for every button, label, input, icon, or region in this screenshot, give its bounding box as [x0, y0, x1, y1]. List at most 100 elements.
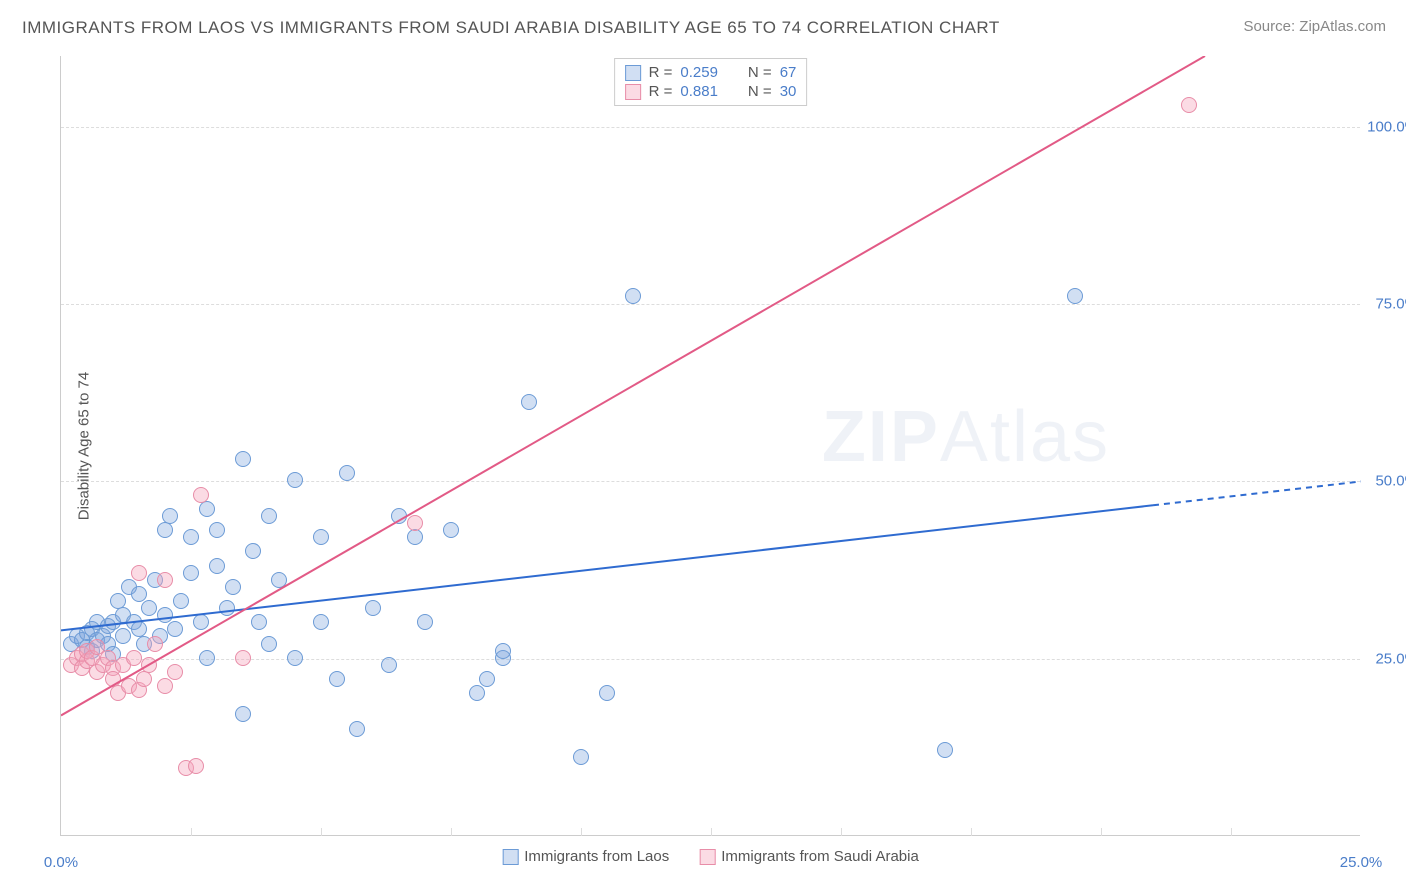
- data-point: [157, 607, 173, 623]
- data-point: [391, 508, 407, 524]
- n-value: 67: [780, 64, 797, 81]
- data-point: [1181, 97, 1197, 113]
- data-point: [245, 543, 261, 559]
- stats-legend-row: R = 0.259 N = 67: [625, 63, 797, 82]
- r-label: R =: [649, 83, 673, 100]
- data-point: [141, 600, 157, 616]
- data-point: [261, 508, 277, 524]
- data-point: [183, 529, 199, 545]
- data-point: [417, 614, 433, 630]
- data-point: [173, 593, 189, 609]
- data-point: [193, 614, 209, 630]
- legend-swatch-icon: [625, 65, 641, 81]
- r-value: 0.881: [680, 83, 718, 100]
- data-point: [381, 657, 397, 673]
- watermark-text: ZIPAtlas: [822, 396, 1110, 478]
- data-point: [225, 579, 241, 595]
- data-point: [469, 685, 485, 701]
- data-point: [193, 487, 209, 503]
- x-minor-tick: [1231, 828, 1232, 836]
- data-point: [167, 621, 183, 637]
- y-tick-label: 75.0%: [1364, 296, 1406, 313]
- data-point: [313, 614, 329, 630]
- data-point: [495, 643, 511, 659]
- data-point: [407, 515, 423, 531]
- n-value: 30: [780, 83, 797, 100]
- data-point: [219, 600, 235, 616]
- series-legend-item: Immigrants from Saudi Arabia: [699, 848, 919, 865]
- x-minor-tick: [451, 828, 452, 836]
- n-label: N =: [748, 64, 772, 81]
- gridline-h: [61, 659, 1360, 660]
- data-point: [313, 529, 329, 545]
- data-point: [126, 650, 142, 666]
- data-point: [365, 600, 381, 616]
- data-point: [625, 288, 641, 304]
- x-minor-tick: [841, 828, 842, 836]
- gridline-h: [61, 481, 1360, 482]
- data-point: [1067, 288, 1083, 304]
- x-minor-tick: [321, 828, 322, 836]
- x-minor-tick: [581, 828, 582, 836]
- stats-legend: R = 0.259 N = 67 R = 0.881 N = 30: [614, 58, 808, 106]
- data-point: [188, 758, 204, 774]
- data-point: [157, 678, 173, 694]
- data-point: [339, 465, 355, 481]
- data-point: [157, 572, 173, 588]
- data-point: [251, 614, 267, 630]
- series-label: Immigrants from Laos: [524, 848, 669, 865]
- data-point: [479, 671, 495, 687]
- y-tick-label: 100.0%: [1364, 118, 1406, 135]
- r-label: R =: [649, 64, 673, 81]
- data-point: [199, 501, 215, 517]
- data-point: [599, 685, 615, 701]
- x-minor-tick: [711, 828, 712, 836]
- data-point: [167, 664, 183, 680]
- data-point: [235, 706, 251, 722]
- data-point: [115, 628, 131, 644]
- data-point: [407, 529, 423, 545]
- data-point: [162, 508, 178, 524]
- source-attribution: Source: ZipAtlas.com: [1243, 18, 1386, 35]
- x-minor-tick: [971, 828, 972, 836]
- scatter-plot: ZIPAtlas R =0.259N =67R =0.881N =30 Immi…: [60, 56, 1360, 836]
- data-point: [131, 565, 147, 581]
- data-point: [131, 586, 147, 602]
- stats-legend-row: R = 0.881 N = 30: [625, 82, 797, 101]
- y-tick-label: 25.0%: [1364, 650, 1406, 667]
- data-point: [937, 742, 953, 758]
- data-point: [287, 650, 303, 666]
- trend-lines: [61, 56, 1361, 836]
- data-point: [349, 721, 365, 737]
- legend-swatch-icon: [502, 849, 518, 865]
- y-tick-label: 50.0%: [1364, 473, 1406, 490]
- data-point: [443, 522, 459, 538]
- series-legend-item: Immigrants from Laos: [502, 848, 669, 865]
- data-point: [209, 522, 225, 538]
- data-point: [199, 650, 215, 666]
- data-point: [157, 522, 173, 538]
- x-tick-label: 25.0%: [1340, 854, 1383, 871]
- chart-title: IMMIGRANTS FROM LAOS VS IMMIGRANTS FROM …: [22, 18, 1000, 38]
- gridline-h: [61, 304, 1360, 305]
- data-point: [141, 657, 157, 673]
- data-point: [147, 636, 163, 652]
- data-point: [573, 749, 589, 765]
- n-label: N =: [748, 83, 772, 100]
- data-point: [136, 671, 152, 687]
- x-minor-tick: [191, 828, 192, 836]
- data-point: [329, 671, 345, 687]
- legend-swatch-icon: [699, 849, 715, 865]
- data-point: [209, 558, 225, 574]
- data-point: [521, 394, 537, 410]
- data-point: [235, 650, 251, 666]
- data-point: [287, 472, 303, 488]
- data-point: [261, 636, 277, 652]
- r-value: 0.259: [680, 64, 718, 81]
- series-legend: Immigrants from Laos Immigrants from Saud…: [502, 848, 919, 865]
- data-point: [235, 451, 251, 467]
- series-label: Immigrants from Saudi Arabia: [721, 848, 919, 865]
- x-minor-tick: [1101, 828, 1102, 836]
- legend-swatch-icon: [625, 84, 641, 100]
- gridline-h: [61, 127, 1360, 128]
